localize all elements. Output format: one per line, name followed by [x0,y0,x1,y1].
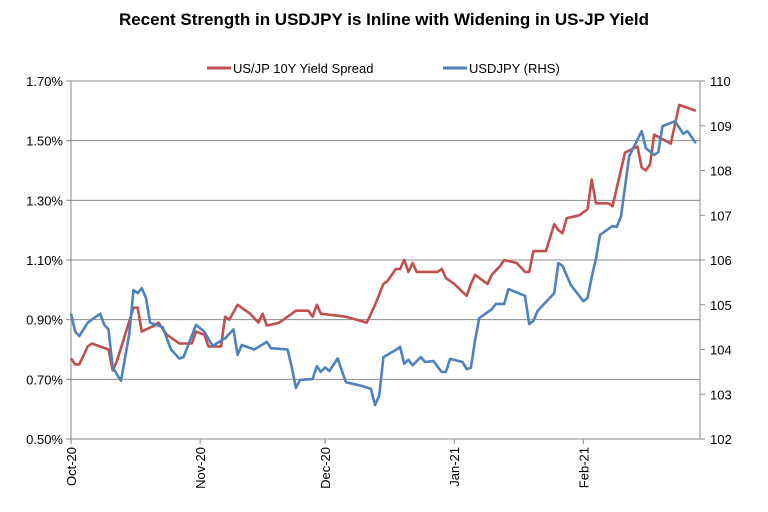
chart-title: Recent Strength in USDJPY is Inline with… [118,10,650,29]
left-axis-tick-label: 1.10% [26,253,63,268]
right-axis-tick-label: 109 [710,119,732,134]
x-axis-tick-label: Feb-21 [576,447,591,488]
right-axis-tick-label: 105 [710,298,732,313]
left-axis-tick-label: 0.90% [26,313,63,328]
right-axis-tick-label: 110 [710,74,731,89]
left-axis-tick-label: 1.50% [26,134,63,149]
legend-label: USDJPY (RHS) [469,61,560,76]
right-axis-tick-label: 107 [710,208,732,223]
legend: US/JP 10Y Yield Spread USDJPY (RHS) [207,61,560,76]
axes: 0.50% 0.70% 0.90% 1.10% 1.30% 1.50% 1.70% 102 10… [26,74,732,489]
series-lines [69,103,697,407]
legend-label: US/JP 10Y Yield Spread [233,61,373,76]
series-line-usdjpy [69,120,697,407]
x-axis-tick-label: Oct-20 [64,447,79,486]
left-axis-tick-label: 0.70% [26,372,63,387]
x-axis-tick-label: Dec-20 [318,447,333,489]
left-axis-tick-label: 0.50% [26,432,63,447]
right-axis-tick-label: 102 [710,432,732,447]
left-axis-tick-label: 1.70% [26,74,63,89]
right-axis-tick-label: 104 [710,343,732,358]
x-axis-tick-label: Nov-20 [193,447,208,489]
left-axis-tick-label: 1.30% [26,193,63,208]
series-line-yield-spread [69,103,697,372]
right-axis-tick-label: 108 [710,164,732,179]
right-axis-tick-label: 103 [710,387,732,402]
x-axis-tick-label: Jan-21 [447,447,462,487]
right-axis-tick-label: 106 [710,253,732,268]
